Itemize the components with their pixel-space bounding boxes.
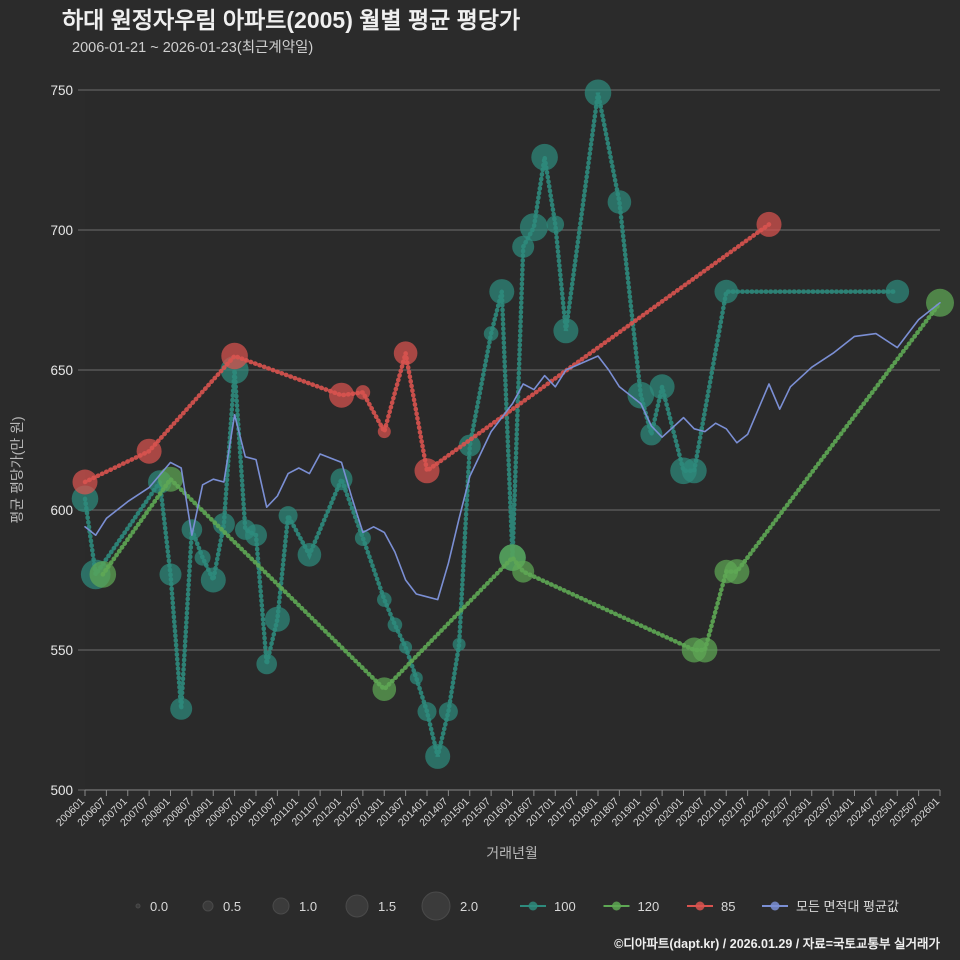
data-point-bubble xyxy=(212,513,235,535)
data-point-bubble xyxy=(756,211,782,237)
data-point-bubble xyxy=(354,530,371,546)
y-axis-tick-label: 700 xyxy=(50,223,73,238)
data-point-bubble xyxy=(409,671,423,685)
x-axis-tick-marks xyxy=(84,790,941,796)
size-legend-bubble xyxy=(135,903,141,909)
size-legend-bubble xyxy=(202,900,214,912)
data-point-bubble xyxy=(377,592,392,607)
legend-item-모든 면적대 평균값[interactable]: 모든 면적대 평균값 xyxy=(762,899,899,914)
size-legend: 0.0 0.5 1.0 1.5 2.0 xyxy=(135,891,478,921)
legend-item-label: 120 xyxy=(638,899,660,914)
y-axis-tick-label: 550 xyxy=(50,643,73,658)
legend-swatch-dot xyxy=(770,901,780,911)
data-point-bubble xyxy=(546,215,565,234)
data-point-bubble xyxy=(158,466,183,492)
size-legend-bubble xyxy=(272,897,290,915)
legend-item-85[interactable]: 85 xyxy=(687,899,735,914)
data-point-bubble xyxy=(72,469,98,495)
data-point-bubble xyxy=(627,381,655,409)
page-title: 하대 원정자우림 아파트(2005) 월별 평균 평당가 xyxy=(62,7,520,33)
data-point-bubble xyxy=(607,190,632,214)
series-100 xyxy=(71,79,910,769)
data-point-bubble xyxy=(159,563,182,586)
data-point-bubble xyxy=(531,143,558,171)
data-point-bubble xyxy=(256,653,278,675)
data-point-bubble xyxy=(452,637,466,651)
size-legend-label: 0.0 xyxy=(150,899,168,914)
data-point-bubble xyxy=(245,524,267,547)
y-axis-tick-label: 650 xyxy=(50,363,73,378)
size-legend-bubble xyxy=(345,894,369,918)
data-point-bubble xyxy=(387,617,403,633)
data-point-bubble xyxy=(692,637,718,663)
data-point-bubble xyxy=(681,458,707,484)
y-axis-tick-labels: 500 550 600 650 700 750 xyxy=(50,83,73,798)
series-모든 면적대 평균값 xyxy=(84,302,941,601)
series-layer xyxy=(71,79,954,769)
data-point-bubble xyxy=(89,561,117,588)
data-point-bubble xyxy=(393,341,418,366)
legend-item-100[interactable]: 100 xyxy=(520,899,576,914)
data-point-bubble xyxy=(483,326,499,341)
color-legend: 100 120 85 모든 면적대 평균값 xyxy=(520,899,899,914)
size-legend-label: 2.0 xyxy=(460,899,478,914)
data-point-bubble xyxy=(640,423,663,446)
legend-item-label: 100 xyxy=(554,899,576,914)
data-point-bubble xyxy=(372,677,397,701)
series-85 xyxy=(72,211,782,495)
page-subtitle: 2006-01-21 ~ 2026-01-23(최근계약일) xyxy=(72,39,313,56)
y-axis-title: 평균 평당가(만 원) xyxy=(9,416,25,523)
legend-item-label: 모든 면적대 평균값 xyxy=(796,899,899,914)
y-axis-tick-label: 500 xyxy=(50,783,73,798)
size-legend-label: 0.5 xyxy=(223,899,241,914)
data-point-bubble xyxy=(724,559,750,585)
data-point-bubble xyxy=(194,549,211,566)
data-point-bubble xyxy=(885,279,910,304)
data-point-bubble xyxy=(714,279,739,304)
legend-item-label: 85 xyxy=(721,899,735,914)
data-point-bubble xyxy=(330,468,353,491)
data-point-bubble xyxy=(200,567,226,593)
data-point-bubble xyxy=(438,702,458,722)
data-point-bubble xyxy=(512,235,535,258)
data-point-bubble xyxy=(278,506,298,526)
size-legend-label: 1.0 xyxy=(299,899,317,914)
data-point-bubble xyxy=(355,385,371,400)
data-point-bubble xyxy=(425,743,451,769)
y-axis-tick-label: 750 xyxy=(50,83,73,98)
data-point-bubble xyxy=(512,560,535,583)
data-point-bubble xyxy=(458,434,481,457)
data-point-bubble xyxy=(417,702,437,722)
data-point-bubble xyxy=(170,697,193,720)
size-legend-label: 1.5 xyxy=(378,899,396,914)
data-point-bubble xyxy=(264,606,290,632)
y-axis-tick-label: 600 xyxy=(50,503,73,518)
footer-credit: ©디아파트(dapt.kr) / 2026.01.29 / 자료=국토교통부 실… xyxy=(614,936,940,951)
data-point-bubble xyxy=(329,382,354,408)
data-point-bubble xyxy=(297,543,322,567)
data-point-bubble xyxy=(136,438,162,464)
series-120 xyxy=(89,288,954,701)
x-axis-title: 거래년월 xyxy=(486,845,538,861)
legend-swatch-dot xyxy=(612,901,621,911)
legend-swatch-dot xyxy=(528,901,538,911)
data-point-bubble xyxy=(221,342,248,370)
data-point-bubble xyxy=(489,279,515,305)
data-point-bubble xyxy=(399,640,413,654)
data-point-bubble xyxy=(649,374,675,400)
series-line xyxy=(84,302,941,601)
data-point-bubble xyxy=(414,458,440,484)
plot-area xyxy=(85,90,940,790)
data-point-bubble xyxy=(181,519,203,540)
data-point-bubble xyxy=(519,213,548,242)
legend-swatch-dot xyxy=(695,901,705,911)
legend-item-120[interactable]: 120 xyxy=(603,899,660,914)
size-legend-bubble xyxy=(421,891,451,921)
data-point-bubble xyxy=(553,318,579,344)
data-point-bubble xyxy=(377,425,391,439)
data-point-bubble xyxy=(584,79,612,107)
